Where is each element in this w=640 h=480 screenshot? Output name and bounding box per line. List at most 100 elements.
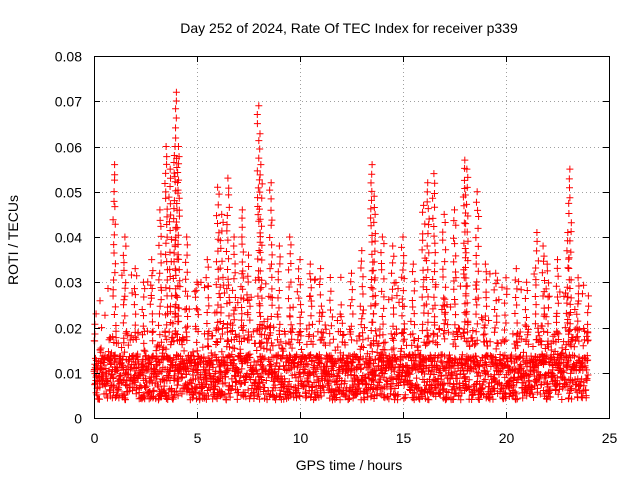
data-point xyxy=(239,248,247,256)
data-point xyxy=(463,228,471,236)
data-point xyxy=(103,376,111,384)
data-point xyxy=(244,336,252,344)
data-point xyxy=(162,345,170,353)
data-point xyxy=(258,222,266,230)
data-point xyxy=(166,165,174,173)
data-point xyxy=(555,385,563,393)
data-point xyxy=(336,396,344,404)
data-point xyxy=(195,390,203,398)
y-tick-label: 0.04 xyxy=(55,230,82,246)
data-point xyxy=(441,219,449,227)
data-point xyxy=(422,300,430,308)
data-point xyxy=(522,337,530,345)
data-point xyxy=(568,377,576,385)
data-point xyxy=(368,250,376,258)
data-point xyxy=(519,394,527,402)
data-point xyxy=(149,267,157,275)
data-point xyxy=(533,228,541,236)
data-point xyxy=(401,391,409,399)
data-point xyxy=(237,283,245,291)
data-point xyxy=(460,329,468,337)
data-point xyxy=(431,239,439,247)
data-point xyxy=(565,328,573,336)
data-point xyxy=(305,321,313,329)
data-point xyxy=(439,273,447,281)
data-point xyxy=(307,337,315,345)
data-point xyxy=(194,375,202,383)
data-point xyxy=(377,384,385,392)
data-point xyxy=(204,263,212,271)
data-point xyxy=(295,339,303,347)
data-point xyxy=(425,338,433,346)
data-point xyxy=(472,340,480,348)
data-point xyxy=(210,373,218,381)
data-point xyxy=(556,379,564,387)
data-point xyxy=(237,349,245,357)
y-tick-label: 0 xyxy=(74,411,82,427)
data-point xyxy=(469,326,477,334)
data-point xyxy=(440,294,448,302)
data-point xyxy=(472,281,480,289)
data-point xyxy=(400,335,408,343)
data-point xyxy=(584,356,592,364)
data-point xyxy=(474,294,482,302)
data-point xyxy=(204,342,212,350)
data-point xyxy=(565,255,573,263)
data-point xyxy=(233,395,241,403)
data-point xyxy=(356,388,364,396)
data-point xyxy=(279,347,287,355)
data-point xyxy=(172,218,180,226)
data-point xyxy=(170,205,178,213)
data-point xyxy=(327,287,335,295)
data-point xyxy=(123,371,131,379)
data-point xyxy=(568,395,576,403)
data-point xyxy=(315,317,323,325)
data-point xyxy=(489,395,497,403)
data-point xyxy=(425,215,433,223)
data-point xyxy=(583,332,591,340)
data-point xyxy=(451,206,458,214)
data-point xyxy=(336,310,344,318)
data-point xyxy=(225,389,233,397)
data-point xyxy=(491,324,499,332)
data-point xyxy=(449,330,457,338)
data-point xyxy=(438,358,446,366)
data-point xyxy=(319,383,327,391)
data-point xyxy=(463,299,471,307)
data-point xyxy=(367,179,375,187)
data-point xyxy=(318,335,326,343)
data-point xyxy=(173,164,181,172)
data-point xyxy=(541,344,549,352)
data-point xyxy=(255,390,263,398)
y-tick-label: 0.02 xyxy=(55,321,82,337)
data-point xyxy=(450,217,458,225)
data-point xyxy=(469,391,477,399)
data-point xyxy=(583,366,591,374)
data-point xyxy=(442,283,450,291)
data-point xyxy=(148,284,156,292)
data-point xyxy=(566,184,574,192)
data-point xyxy=(180,336,188,344)
data-point xyxy=(156,302,164,310)
data-point xyxy=(553,329,561,337)
data-point xyxy=(317,392,325,400)
data-point xyxy=(166,308,174,316)
data-point xyxy=(138,305,146,313)
data-point xyxy=(513,319,521,327)
data-point xyxy=(400,259,408,267)
data-point xyxy=(326,339,334,347)
data-point xyxy=(399,337,407,345)
data-point xyxy=(246,354,254,362)
data-point xyxy=(430,371,438,379)
data-point xyxy=(244,328,252,336)
data-point xyxy=(239,322,247,330)
data-point xyxy=(277,372,285,380)
data-point xyxy=(359,273,367,281)
data-point xyxy=(138,364,146,372)
data-point xyxy=(230,336,238,344)
data-point xyxy=(562,346,570,354)
data-point xyxy=(254,194,262,202)
data-point xyxy=(276,253,284,261)
data-point xyxy=(217,309,225,317)
data-point xyxy=(429,276,437,284)
